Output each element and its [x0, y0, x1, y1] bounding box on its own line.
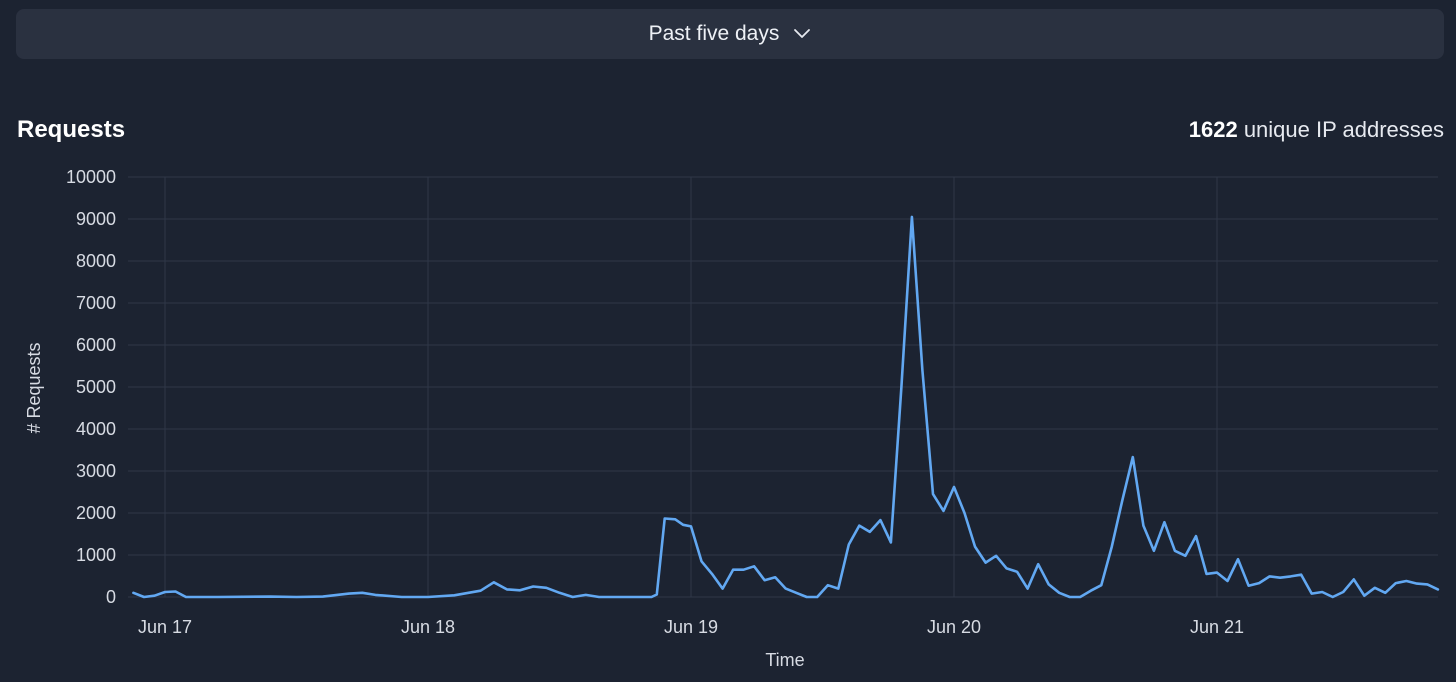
time-range-label: Past five days: [648, 22, 780, 45]
y-tick-label-8: 8000: [76, 251, 116, 271]
y-axis-title: # Requests: [24, 342, 44, 433]
chart-grid: [128, 176, 1438, 598]
chart-title: Requests: [17, 116, 126, 143]
y-tick-label-7: 7000: [76, 293, 116, 313]
y-tick-label-1: 1000: [76, 545, 116, 565]
x-tick-label-2: Jun 19: [664, 617, 718, 637]
x-tick-label-1: Jun 18: [401, 617, 455, 637]
time-range-selector[interactable]: Past five days: [16, 9, 1444, 59]
x-tick-label-3: Jun 20: [927, 617, 981, 637]
x-tick-label-4: Jun 21: [1190, 617, 1244, 637]
x-axis-ticks: Jun 17 Jun 18 Jun 19 Jun 20 Jun 21: [138, 617, 1244, 637]
x-tick-label-0: Jun 17: [138, 617, 192, 637]
y-tick-label-3: 3000: [76, 461, 116, 481]
x-axis-title: Time: [765, 650, 804, 670]
y-tick-label-6: 6000: [76, 335, 116, 355]
y-axis-ticks: 0 1000 2000 3000 4000 5000 6000 7000 8000 9000 100…: [66, 167, 116, 607]
y-tick-label-2: 2000: [76, 503, 116, 523]
y-tick-label-10: 10000: [66, 167, 116, 187]
y-tick-label-5: 5000: [76, 377, 116, 397]
y-tick-label-0: 0: [106, 587, 116, 607]
unique-ip-summary: 1622 unique IP addresses: [1189, 117, 1444, 143]
series-line-requests: [132, 215, 1440, 599]
y-tick-label-9: 9000: [76, 209, 116, 229]
chevron-down-icon: [794, 29, 811, 38]
y-tick-label-4: 4000: [76, 419, 116, 439]
chart-series: [131, 215, 1440, 599]
unique-ip-count: 1622: [1188, 117, 1238, 142]
unique-ip-label: unique IP addresses: [1237, 117, 1444, 142]
